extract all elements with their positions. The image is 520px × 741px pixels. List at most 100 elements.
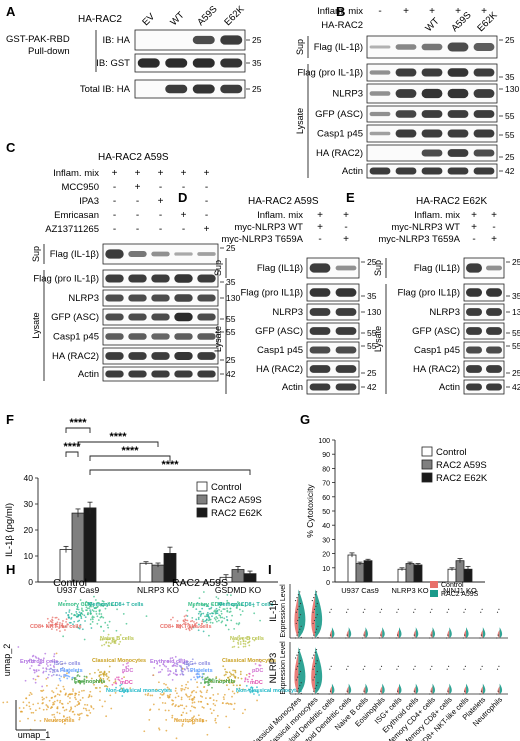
violin-rac2	[348, 627, 352, 638]
cell-point	[109, 642, 112, 645]
cell-point	[57, 618, 60, 621]
cell-point	[198, 673, 200, 676]
x-tick-label: GSDMD KO	[215, 585, 262, 595]
violin-point	[431, 665, 433, 667]
bar	[347, 554, 357, 583]
cell-point	[79, 614, 81, 617]
cell-point	[69, 708, 72, 711]
cell-point	[82, 707, 85, 710]
band	[128, 370, 147, 378]
lane-label: E62K	[222, 3, 247, 28]
cell-point	[33, 671, 36, 674]
cell-point	[122, 613, 125, 615]
cell-point	[197, 714, 200, 717]
cell-point	[98, 699, 101, 702]
cell-point	[53, 666, 56, 668]
cell-point	[49, 620, 52, 622]
cell-point	[207, 616, 210, 619]
violin-point	[328, 693, 330, 695]
blot-label: Casp1 p45	[257, 345, 303, 356]
cell-point	[46, 617, 49, 620]
cell-point	[228, 678, 231, 681]
cell-point	[44, 652, 47, 655]
significance-label: ****	[161, 459, 179, 471]
condition-value: +	[158, 196, 164, 207]
cell-point	[66, 677, 69, 680]
cell-point	[212, 709, 215, 712]
mw-label: 25	[367, 257, 377, 267]
cell-point	[92, 610, 95, 613]
violin-point	[311, 637, 313, 639]
cell-point	[99, 690, 102, 693]
cell-point	[117, 676, 120, 679]
blot-3	[306, 322, 360, 340]
blot-label: Flag (IL-1β)	[314, 42, 363, 53]
panel-letter: I	[268, 562, 272, 577]
cell-point	[245, 684, 248, 687]
cell-point	[252, 605, 255, 608]
violin-rac2	[331, 627, 335, 638]
condition-value: +	[204, 224, 210, 235]
condition-value: -	[182, 182, 185, 193]
band	[128, 250, 147, 258]
panel-letter: G	[300, 412, 310, 427]
cell-point	[257, 691, 259, 694]
cell-point	[238, 622, 241, 624]
violin-point	[480, 690, 483, 692]
violin-control	[413, 629, 416, 638]
cell-point	[38, 662, 41, 665]
cell-point	[77, 680, 79, 682]
cell-point	[233, 708, 235, 710]
cell-point	[242, 642, 245, 645]
band	[421, 68, 443, 77]
cell-point	[258, 664, 261, 666]
cell-point	[188, 664, 191, 666]
cell-point	[84, 707, 87, 710]
cluster-label: Non-classical monocytes	[236, 688, 302, 694]
cell-point	[51, 616, 54, 619]
condition-value: +	[317, 210, 323, 221]
band	[309, 365, 331, 373]
cell-point	[63, 688, 66, 691]
cell-point	[83, 678, 86, 681]
cell-point	[185, 694, 188, 697]
cell-point	[158, 681, 160, 684]
cell-point	[172, 616, 174, 619]
band	[105, 370, 124, 378]
cell-point	[179, 673, 182, 676]
band	[486, 288, 502, 297]
cell-point	[191, 616, 194, 619]
cell-point	[200, 613, 202, 616]
cell-point	[42, 671, 45, 674]
mw-label: 42	[505, 166, 515, 176]
condition-label: myc-NLRP3 T659A	[221, 234, 303, 245]
cell-point	[178, 658, 181, 661]
band	[447, 42, 469, 52]
cell-point	[171, 665, 174, 667]
blot-4	[306, 341, 360, 359]
band	[174, 351, 193, 361]
condition-value: -	[205, 210, 208, 221]
cell-point	[68, 611, 71, 613]
violin-point	[480, 611, 482, 613]
cell-point	[228, 671, 231, 674]
band	[105, 294, 124, 302]
cell-point	[54, 622, 57, 625]
lane-label: A59S	[195, 4, 219, 28]
cell-point	[229, 702, 232, 705]
cell-point	[34, 678, 37, 681]
cell-point	[239, 673, 242, 676]
y-tick-label: 100	[318, 438, 330, 445]
band	[473, 68, 495, 77]
band	[197, 252, 216, 256]
cluster-label: Erythroid cells	[20, 659, 58, 665]
bar	[363, 560, 373, 583]
band	[466, 383, 482, 391]
band	[128, 313, 147, 321]
band	[174, 294, 193, 302]
cell-point	[224, 668, 226, 671]
cell-point	[99, 616, 102, 619]
cell-point	[100, 604, 102, 607]
cell-point	[242, 688, 245, 691]
cell-point	[178, 664, 181, 667]
